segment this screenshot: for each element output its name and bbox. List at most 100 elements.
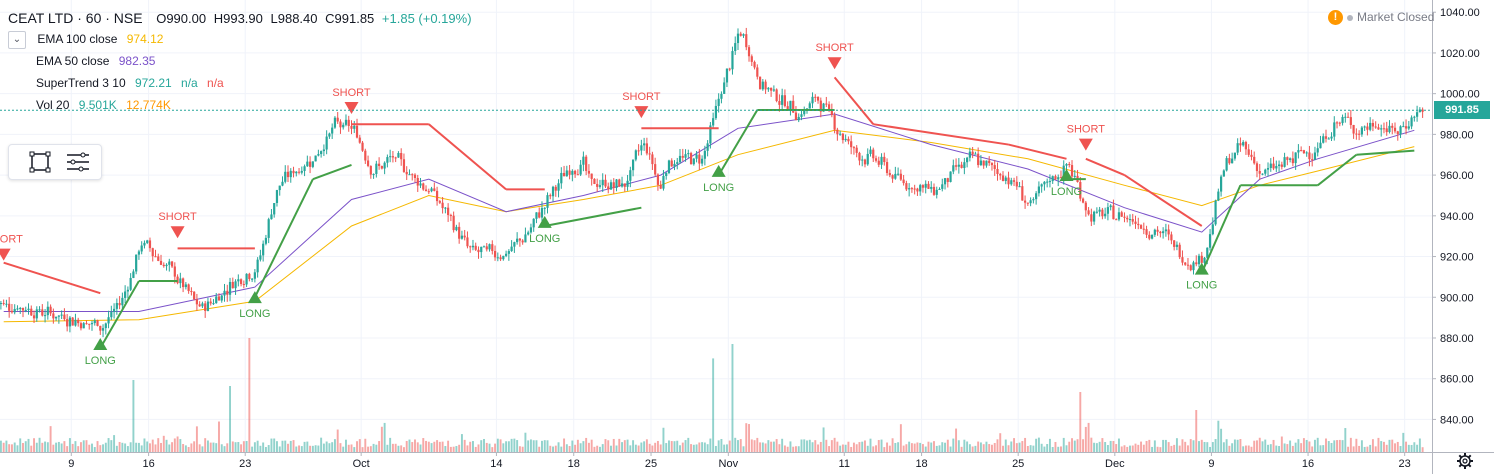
candle-body: [441, 202, 444, 209]
volume-bar: [1294, 442, 1297, 452]
volume-bar: [720, 438, 723, 452]
candle-body: [157, 256, 160, 261]
candle-body: [2, 303, 5, 305]
candle-body: [841, 133, 844, 141]
supertrend-segment: [873, 123, 1009, 146]
rectangle-icon[interactable]: [25, 149, 55, 175]
warning-icon[interactable]: !: [1328, 10, 1343, 26]
volume-bar: [502, 443, 505, 452]
volume-bar: [1360, 440, 1363, 452]
time-tick-label: 18: [915, 458, 927, 470]
volume-bar: [1046, 444, 1049, 452]
volume-bar: [328, 443, 331, 452]
candle-body: [378, 163, 381, 167]
candle-body: [1377, 127, 1380, 130]
candle-body: [253, 272, 256, 279]
volume-bar: [615, 445, 618, 452]
candle-body: [1344, 116, 1347, 118]
volume-bar: [389, 437, 392, 452]
candle-body: [1106, 207, 1110, 214]
price-tick-label: 1000.00: [1440, 89, 1480, 101]
candle-body: [126, 289, 129, 292]
supertrend-segment: [3, 261, 101, 295]
volume-bar: [391, 443, 394, 452]
candle-body: [576, 174, 579, 176]
volume-bar: [877, 440, 880, 452]
candle-body: [394, 157, 397, 159]
indicator-ema50[interactable]: EMA 50 close 982.35: [8, 50, 472, 72]
candles: [0, 27, 1424, 338]
volume-bar: [463, 439, 466, 452]
candle-body: [742, 34, 745, 36]
long-signal-arrow: [711, 164, 726, 177]
candle-body: [311, 161, 314, 167]
candle-body: [369, 165, 372, 175]
list-settings-icon[interactable]: [63, 149, 93, 175]
volume-bar: [1087, 422, 1090, 452]
candle-body: [1178, 244, 1181, 258]
candle-body: [1360, 127, 1363, 135]
candle-body: [88, 323, 91, 325]
market-status-label: Market Closed: [1357, 10, 1435, 24]
indicator-supertrend[interactable]: SuperTrend 3 10 972.21 n/a n/a: [8, 72, 472, 94]
volume-bar: [604, 439, 607, 452]
candle-body: [1393, 127, 1397, 132]
volume-bar: [212, 442, 215, 452]
volume-bar: [676, 440, 679, 452]
chevron-down-icon[interactable]: ⌄: [8, 30, 26, 49]
volume-bar: [1319, 445, 1322, 452]
candle-body: [1349, 117, 1352, 125]
candle-body: [1275, 166, 1278, 169]
candle-body: [1388, 125, 1391, 133]
candle-body: [1410, 117, 1413, 127]
candle-body: [874, 158, 878, 161]
candle-body: [957, 164, 960, 167]
candle-body: [41, 309, 44, 316]
candle-body: [932, 186, 936, 195]
volume-bar: [668, 440, 670, 452]
candle-body: [1385, 128, 1388, 133]
candle-body: [303, 166, 306, 171]
volume-bar: [1325, 438, 1327, 452]
volume-bar: [1140, 441, 1143, 452]
candle-body: [546, 195, 549, 208]
candle-body: [118, 302, 121, 306]
volume-bar: [173, 438, 176, 452]
volume-bar: [565, 444, 568, 452]
price-tick-label: 900.00: [1440, 292, 1474, 304]
candle-body: [954, 165, 958, 167]
volume-bar: [66, 446, 69, 452]
candle-body: [1120, 212, 1123, 217]
candle-body: [863, 159, 867, 165]
volume-bar: [759, 442, 762, 452]
candle-body: [212, 303, 215, 305]
volume-bar: [1117, 438, 1120, 452]
volume-bar: [1037, 437, 1040, 452]
volume-bar: [33, 438, 35, 452]
candle-body: [626, 180, 629, 187]
indicator-volume[interactable]: Vol 20 9.501K 12.774K: [8, 94, 472, 116]
volume-bar: [610, 445, 612, 452]
candle-body: [292, 170, 295, 174]
long-signal-arrow: [247, 291, 262, 304]
candle-body: [245, 273, 248, 285]
volume-bar: [858, 442, 861, 452]
candle-body: [1233, 152, 1237, 159]
gear-icon[interactable]: [1456, 452, 1474, 470]
candle-body: [988, 160, 991, 164]
candle-body: [74, 319, 77, 326]
volume-bar: [455, 446, 458, 452]
candle-body: [306, 161, 309, 167]
volume-bar: [458, 444, 461, 452]
indicator-ema100[interactable]: ⌄ EMA 100 close 974.12: [8, 28, 472, 50]
volume-bar: [44, 441, 47, 452]
drawing-toolbox: [8, 144, 102, 180]
candle-body: [1222, 170, 1225, 177]
volume-bar: [1167, 442, 1170, 452]
volume-bar: [786, 446, 789, 452]
symbol-name[interactable]: CEAT LTD · 60 · NSE: [8, 10, 143, 26]
candle-body: [695, 154, 698, 159]
volume-bar: [955, 428, 958, 452]
candle-body: [124, 291, 127, 298]
